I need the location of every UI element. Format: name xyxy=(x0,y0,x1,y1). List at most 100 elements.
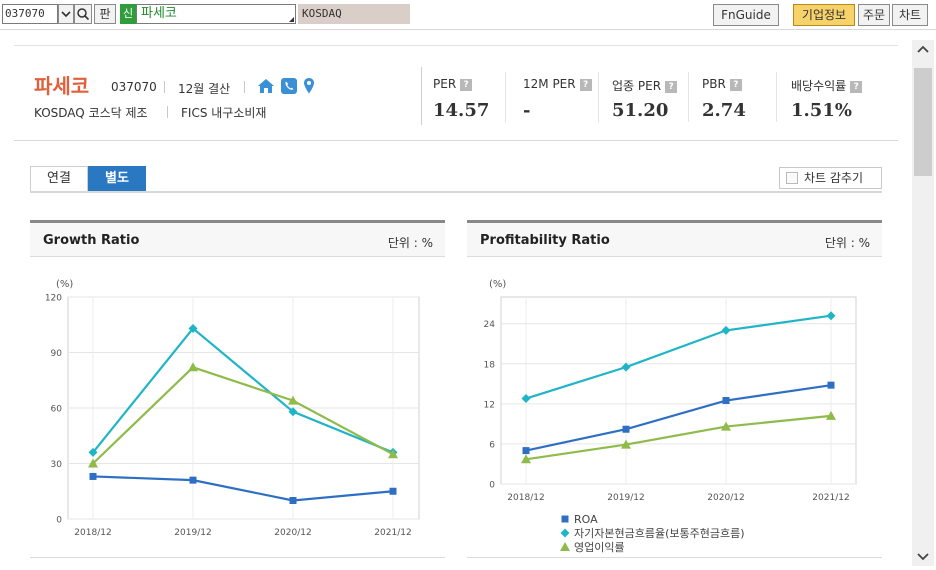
x-tick-label: 2018/12 xyxy=(74,528,111,538)
help-icon[interactable]: ? xyxy=(729,79,742,91)
fnguide-button[interactable]: FnGuide xyxy=(713,4,779,26)
company-code: 037070 xyxy=(111,80,157,94)
search-button[interactable] xyxy=(74,4,92,24)
panel-unit: 단위 : % xyxy=(824,236,870,250)
data-point xyxy=(622,425,630,433)
scroll-down-icon[interactable] xyxy=(912,546,934,566)
data-point xyxy=(389,487,397,495)
data-point xyxy=(522,447,530,455)
market-category: KOSDAQ 코스닥 제조 xyxy=(34,106,148,120)
x-tick-label: 2021/12 xyxy=(374,528,411,538)
sector-per-value: 51.20 xyxy=(612,100,669,121)
company-info-button[interactable]: 기업정보 xyxy=(793,4,855,26)
help-icon[interactable]: ? xyxy=(579,79,592,91)
hide-chart-label: 차트 감추기 xyxy=(804,171,864,185)
12m-per-label: 12M PER? xyxy=(523,77,592,91)
help-icon[interactable]: ? xyxy=(665,81,678,93)
top-toolbar: 037070 판 신 파세코 KOSDAQ FnGuide 기업정보 주문 차트 xyxy=(0,0,936,30)
new-badge: 신 xyxy=(120,4,136,24)
y-tick-label: 12 xyxy=(484,400,495,410)
panel-bottom-border xyxy=(467,557,882,558)
panel-top-border xyxy=(30,220,445,223)
y-tick-label: 60 xyxy=(51,405,63,415)
tab-separate[interactable]: 별도 xyxy=(88,166,146,192)
x-tick-label: 2018/12 xyxy=(507,493,544,503)
panel-header: Growth Ratio 단위 : % xyxy=(30,223,445,257)
y-tick-label: 90 xyxy=(51,349,63,359)
stock-code-input[interactable]: 037070 xyxy=(2,4,58,24)
x-tick-label: 2020/12 xyxy=(707,493,744,503)
per-value: 14.57 xyxy=(433,100,490,121)
panel-top-border xyxy=(467,220,882,223)
y-tick-label: 6 xyxy=(489,440,495,450)
series-line xyxy=(92,366,394,465)
x-tick-label: 2019/12 xyxy=(607,493,644,503)
data-point xyxy=(88,447,98,457)
x-tick-label: 2019/12 xyxy=(174,528,211,538)
data-point xyxy=(189,476,197,484)
vertical-scrollbar[interactable] xyxy=(912,40,934,566)
scrollbar-thumb[interactable] xyxy=(914,68,932,176)
data-point xyxy=(388,449,398,459)
data-point xyxy=(621,439,631,449)
growth-ratio-panel: Growth Ratio 단위 : % (%) 0 30 60 90 120 2018/12… xyxy=(30,220,445,558)
y-tick-label: 0 xyxy=(489,481,495,491)
y-tick-label: 30 xyxy=(51,460,63,470)
data-point xyxy=(521,454,531,464)
stock-name-field[interactable]: 파세코 xyxy=(136,4,296,24)
legend-marker xyxy=(560,542,570,551)
data-point xyxy=(826,311,836,321)
pan-button[interactable]: 판 xyxy=(94,4,116,24)
fics-category: FICS 내구소비재 xyxy=(181,106,267,120)
data-point xyxy=(89,472,97,480)
legend-marker xyxy=(560,528,570,538)
metric-divider xyxy=(688,72,689,122)
legend-label: 영업이익률 xyxy=(574,541,625,554)
header-divider xyxy=(14,140,898,141)
pbr-label: PBR? xyxy=(702,77,742,91)
y-tick-label: 24 xyxy=(484,320,496,330)
data-point xyxy=(521,394,531,404)
series-line xyxy=(525,414,832,461)
chart-button[interactable]: 차트 xyxy=(892,4,928,26)
help-icon[interactable]: ? xyxy=(850,81,863,93)
panel-title: Growth Ratio xyxy=(43,233,140,248)
data-point xyxy=(721,421,731,431)
help-icon[interactable]: ? xyxy=(460,79,473,91)
separator xyxy=(164,81,165,93)
data-point xyxy=(722,397,730,405)
header-divider xyxy=(421,67,422,125)
profitability-ratio-panel: Profitability Ratio 단위 : % (%) 0 6 12 18 24 20… xyxy=(467,220,882,558)
dividend-yield-value: 1.51% xyxy=(791,100,852,121)
scroll-up-icon[interactable] xyxy=(912,40,934,60)
growth-ratio-chart: (%) 0 30 60 90 120 2018/12 2019/12 2020/12 2021/1… xyxy=(45,279,420,538)
metric-divider xyxy=(776,72,777,122)
series-line xyxy=(92,326,394,454)
resize-corner-icon xyxy=(289,17,294,22)
series-line xyxy=(525,384,832,452)
search-icon xyxy=(77,8,90,21)
location-icon[interactable] xyxy=(303,77,315,95)
data-point xyxy=(827,381,835,389)
hide-chart-toggle[interactable]: 차트 감추기 xyxy=(779,167,882,189)
separator xyxy=(167,106,168,118)
pbr-value: 2.74 xyxy=(702,100,746,121)
y-tick-label: 18 xyxy=(484,360,496,370)
series-line xyxy=(525,314,832,400)
home-icon[interactable] xyxy=(257,78,275,94)
dropdown-button[interactable] xyxy=(58,4,74,24)
panel-header: Profitability Ratio 단위 : % xyxy=(467,223,882,257)
sector-per-label: 업종 PER? xyxy=(612,77,678,94)
panel-title: Profitability Ratio xyxy=(480,233,610,248)
y-tick-label: 120 xyxy=(45,294,62,304)
panel-unit: 단위 : % xyxy=(387,236,433,250)
checkbox-icon[interactable] xyxy=(786,172,798,184)
per-label: PER? xyxy=(433,77,473,91)
stock-name-text: 파세코 xyxy=(141,6,177,21)
data-point xyxy=(288,395,298,405)
phone-icon[interactable] xyxy=(281,78,297,94)
tab-consolidated[interactable]: 연결 xyxy=(30,166,88,192)
order-button[interactable]: 주문 xyxy=(858,4,890,26)
data-point xyxy=(88,458,98,468)
legend-label: ROA xyxy=(574,513,598,526)
